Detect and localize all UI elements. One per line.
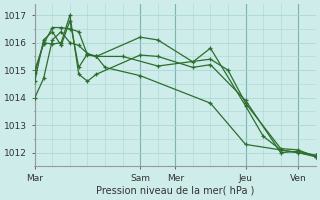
X-axis label: Pression niveau de la mer( hPa ): Pression niveau de la mer( hPa ) — [96, 186, 254, 196]
